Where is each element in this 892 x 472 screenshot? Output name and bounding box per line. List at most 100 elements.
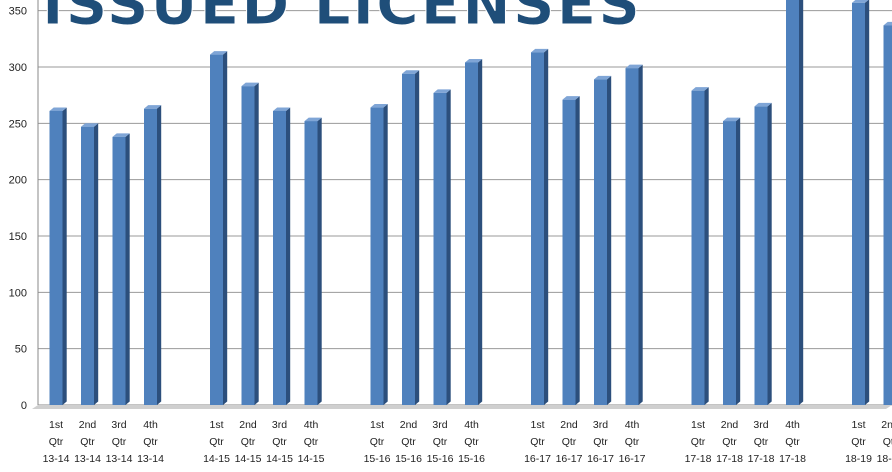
axes [32, 0, 892, 409]
x-tick-label-line: 14-15 [203, 453, 230, 465]
x-tick-label-line: 17-18 [748, 453, 775, 465]
bar-top [562, 96, 580, 100]
x-tick-label-line: 2nd [560, 419, 578, 431]
x-tick-label-line: 4th [625, 419, 640, 431]
x-tick-label: 1st Qtr 17-18 [685, 419, 712, 465]
bar-side [575, 96, 580, 405]
x-tick-label-line: Qtr [433, 436, 448, 448]
y-tick-label: 350 [9, 6, 27, 18]
x-tick-label-line: Qtr [49, 436, 64, 448]
x-tick-label-line: 2nd [239, 419, 257, 431]
x-tick-label: 2nd Qtr 15-16 [395, 419, 422, 465]
x-tick-label-line: 15-16 [364, 453, 391, 465]
x-tick-label-line: 14-15 [266, 453, 293, 465]
bar-top [304, 117, 322, 122]
bar-side [446, 89, 451, 405]
bar [402, 73, 415, 405]
bar [883, 25, 892, 406]
x-tick-label-line: 3rd [111, 419, 126, 431]
x-tick-label-line: 1st [851, 419, 865, 431]
x-tick-label: 3rd Qtr 13-14 [106, 419, 133, 465]
bar-top [370, 104, 388, 108]
x-tick-label-line: 17-18 [716, 453, 743, 465]
bar-side [286, 107, 291, 405]
bar [531, 52, 544, 405]
bar-top [112, 133, 130, 137]
x-tick-label-line: Qtr [625, 436, 640, 448]
x-tick-label-line: Qtr [754, 436, 769, 448]
bar-side [383, 104, 388, 405]
bar [465, 62, 478, 405]
bar-top [273, 107, 291, 111]
bar-side [254, 82, 259, 406]
bar [273, 110, 286, 405]
chart-floor [32, 405, 892, 409]
x-tick-label-line: 1st [370, 419, 384, 431]
x-tick-label: 4th Qtr 15-16 [458, 419, 485, 465]
x-tick-label-line: Qtr [143, 436, 158, 448]
y-tick-label: 200 [9, 175, 27, 187]
bar-top [883, 21, 892, 26]
x-tick-label-line: 15-16 [458, 453, 485, 465]
bar [723, 121, 736, 405]
bar-top [723, 117, 741, 122]
bar-top [81, 123, 99, 127]
y-tick-label: 0 [21, 400, 27, 412]
bar-side [62, 107, 67, 405]
x-tick-label-line: Qtr [80, 436, 95, 448]
x-tick-label-line: 1st [691, 419, 705, 431]
x-tick-label-line: Qtr [112, 436, 127, 448]
x-tick-label-line: 1st [49, 419, 63, 431]
x-tick-label-line: 1st [530, 419, 544, 431]
x-tick-label: 1st Qtr 16-17 [524, 419, 551, 465]
bar-side [478, 58, 483, 405]
bar [786, 0, 799, 406]
x-tick-label: 2nd Qtr 14-15 [235, 419, 262, 465]
x-tick-label-line: 3rd [593, 419, 608, 431]
x-tick-label-line: 4th [464, 419, 479, 431]
bar-side [157, 105, 162, 405]
bar-side [125, 133, 130, 405]
x-tick-label: 3rd Qtr 16-17 [587, 419, 614, 465]
x-tick-label-line: 4th [143, 419, 158, 431]
bar-side [607, 75, 612, 405]
x-tick-label-line: Qtr [722, 436, 737, 448]
x-tick-label-line: 16-17 [619, 453, 646, 465]
bar [433, 92, 447, 405]
bar-side [317, 117, 322, 405]
x-tick-label-line: 3rd [272, 419, 287, 431]
x-tick-label: 1st Qtr 18-19 [845, 419, 872, 465]
x-tick-label-line: 2nd [400, 419, 418, 431]
bar-top [49, 107, 67, 111]
bar-side [704, 87, 709, 405]
x-tick-label-line: 15-16 [427, 453, 454, 465]
x-tick-label-line: Qtr [272, 436, 287, 448]
x-tick-label: 2nd Qtr 18-19 [877, 419, 892, 465]
bar [112, 136, 126, 405]
x-tick-label-line: Qtr [530, 436, 545, 448]
y-tick-labels: 0 50 100 150 200 250 300 350 [9, 6, 27, 412]
x-tick-label-line: 13-14 [137, 453, 164, 465]
bar [562, 99, 576, 405]
bar [81, 126, 94, 406]
x-tick-label-line: Qtr [593, 436, 608, 448]
bar [304, 121, 318, 405]
y-tick-label: 250 [9, 118, 27, 130]
x-tick-label: 3rd Qtr 15-16 [427, 419, 454, 465]
x-tick-label-line: 1st [209, 419, 223, 431]
x-tick-label: 1st Qtr 13-14 [43, 419, 70, 465]
x-tick-label-line: 13-14 [106, 453, 133, 465]
bar-side [544, 48, 549, 405]
x-tick-label-line: 13-14 [43, 453, 70, 465]
bar-side [638, 64, 643, 406]
x-tick-label: 1st Qtr 15-16 [364, 419, 391, 465]
x-tick-label-line: Qtr [401, 436, 416, 448]
x-tick-label-line: Qtr [851, 436, 866, 448]
bar [241, 86, 255, 406]
bar-top [852, 0, 869, 3]
bars [49, 0, 892, 406]
bar-top [754, 102, 772, 107]
y-tick-label: 100 [9, 287, 27, 299]
x-tick-label-line: Qtr [883, 436, 892, 448]
x-tick-label-line: Qtr [562, 436, 577, 448]
